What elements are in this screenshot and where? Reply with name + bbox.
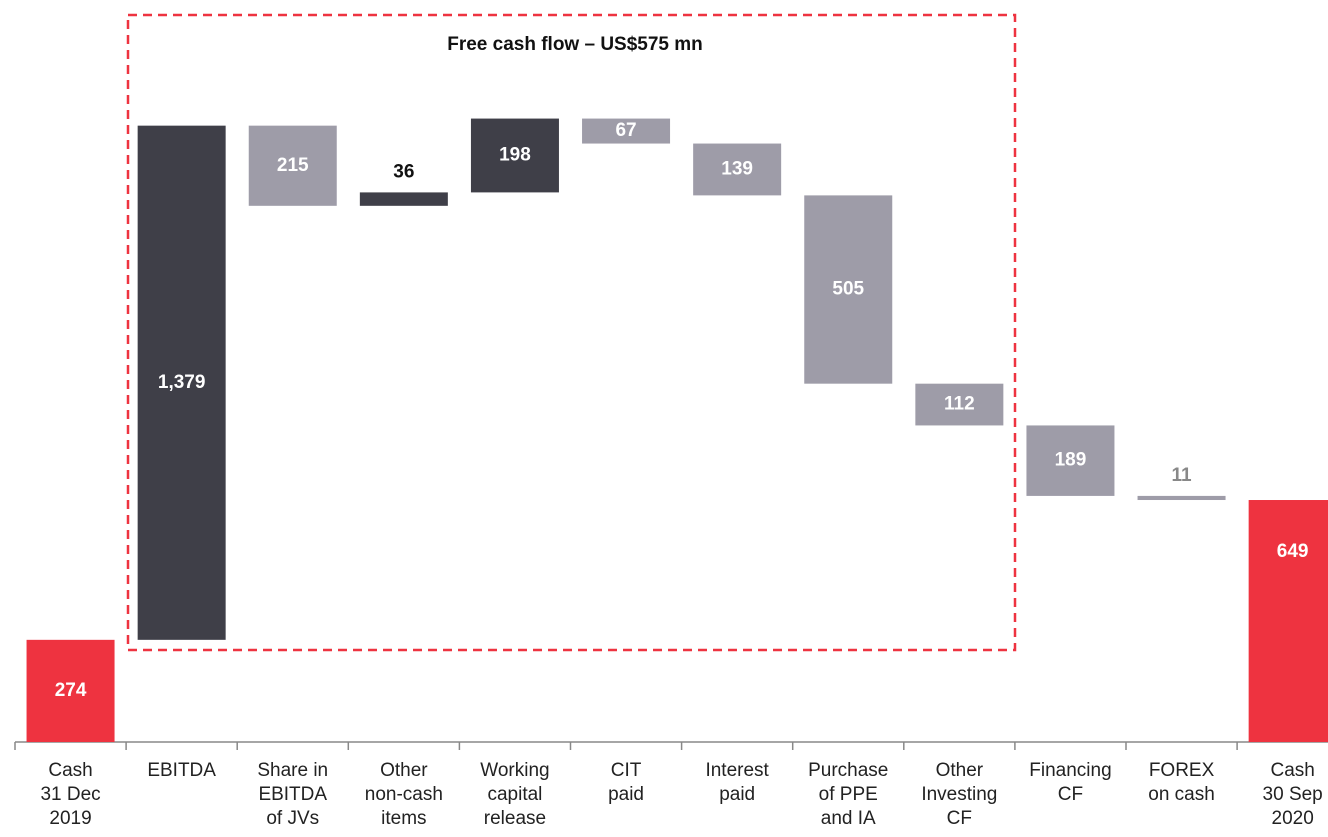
bar — [470, 118, 559, 193]
bar — [26, 639, 115, 742]
x-tick-label: Purchase of PPE and IA — [808, 760, 888, 829]
value-label: 1,379 — [158, 372, 206, 393]
bar — [915, 383, 1004, 426]
bar — [693, 143, 782, 196]
value-label: 198 — [499, 145, 531, 166]
value-label: 36 — [393, 161, 414, 182]
value-label: 274 — [55, 680, 87, 701]
bar — [137, 125, 226, 640]
x-tick-label: CIT paid — [608, 760, 644, 805]
bar — [582, 118, 671, 144]
bar — [1248, 500, 1328, 742]
value-label: 11 — [1172, 465, 1193, 486]
bar — [1026, 425, 1115, 496]
value-label: 139 — [721, 158, 753, 179]
x-tick-label: Working capital release — [480, 760, 549, 829]
x-tick-label: Interest paid — [705, 760, 769, 805]
value-label: 215 — [277, 155, 309, 176]
annotation: Free cash flow – US$575 mn — [447, 34, 703, 55]
bar — [359, 192, 448, 206]
x-tick-label: Financing CF — [1029, 760, 1111, 805]
x-tick-label: Cash 30 Sep 2020 — [1263, 760, 1323, 829]
fcf-box — [126, 13, 1017, 652]
value-label: 505 — [832, 279, 864, 300]
x-tick-label: Other non-cash items — [365, 760, 443, 829]
value-label: 649 — [1277, 541, 1309, 562]
x-tick-label: FOREX on cash — [1148, 760, 1215, 805]
value-label: 112 — [944, 394, 975, 415]
bar — [248, 125, 337, 206]
value-label: 189 — [1055, 450, 1087, 471]
x-tick-label: Other Investing CF — [921, 760, 997, 829]
x-tick-label: EBITDA — [147, 760, 216, 781]
bar — [804, 195, 893, 384]
value-label: 67 — [615, 120, 636, 141]
bar — [1137, 495, 1226, 501]
x-tick-label: Cash 31 Dec 2019 — [40, 760, 100, 829]
x-tick-label: Share in EBITDA of JVs — [257, 760, 328, 829]
